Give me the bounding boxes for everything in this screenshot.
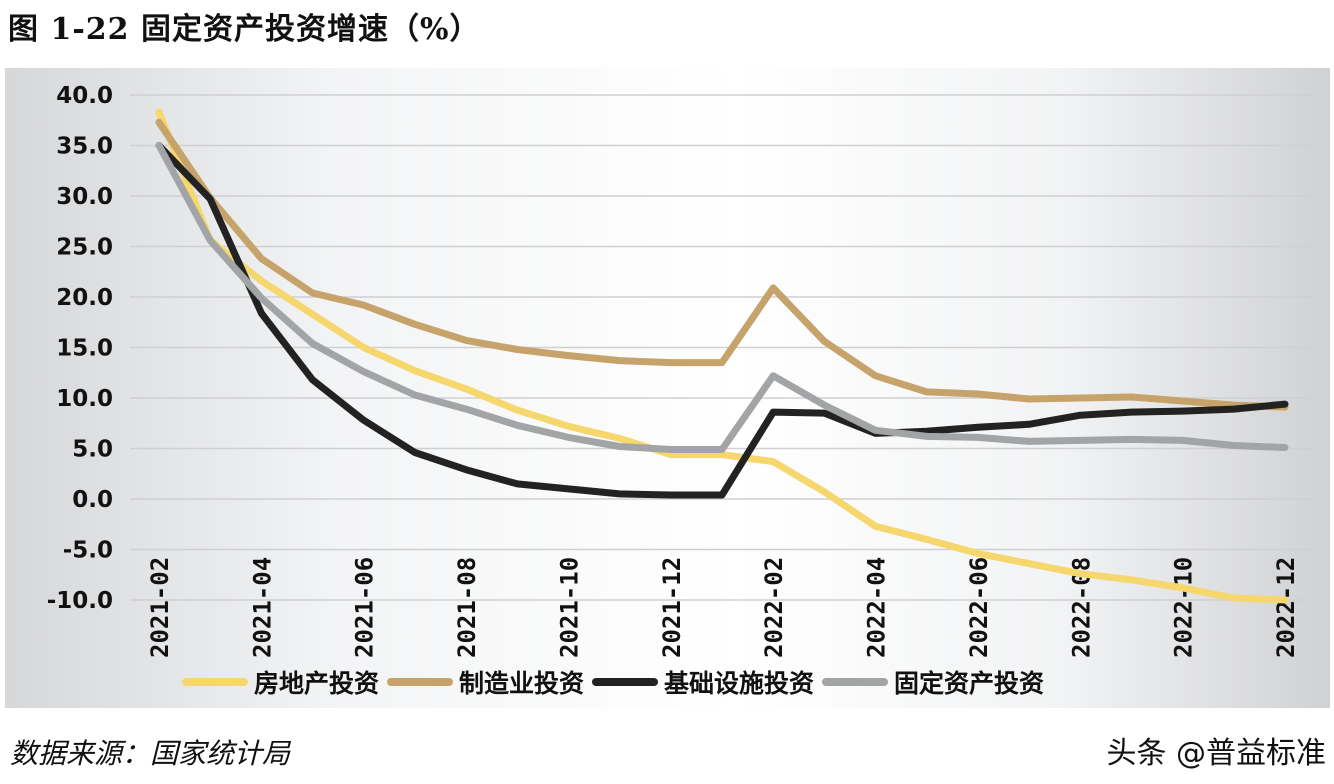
y-tick-label: 5.0 (72, 437, 113, 463)
y-tick-label: -5.0 (63, 538, 113, 564)
x-tick-label: 2021-06 (351, 557, 379, 658)
y-tick-label: 20.0 (56, 285, 113, 311)
y-tick-label: 0.0 (72, 487, 113, 513)
y-tick-label: 30.0 (56, 184, 113, 210)
x-tick-label: 2022-06 (965, 557, 993, 658)
legend-item-real-estate: 房地产投资 (182, 664, 379, 700)
watermark: 头条 @普益标准 (1106, 736, 1326, 771)
legend-label: 基础设施投资 (664, 669, 815, 698)
series-line-房地产投资 (155, 108, 1289, 604)
y-tick-label: 15.0 (56, 336, 113, 362)
legend-item-fixed-asset: 固定资产投资 (822, 664, 1044, 700)
legend-label: 制造业投资 (459, 669, 585, 698)
x-tick-label: 2022-02 (760, 557, 788, 658)
legend-swatch-fixed-asset (822, 678, 889, 686)
series-line-固定资产投资 (155, 142, 1289, 453)
legend-item-infrastructure: 基础设施投资 (592, 664, 814, 700)
x-tick-label: 2021-08 (453, 557, 481, 658)
legend-label: 固定资产投资 (894, 669, 1045, 698)
x-tick-label: 2022-10 (1170, 557, 1198, 658)
legend-swatch-real-estate (182, 678, 248, 686)
chart-legend: 房地产投资 制造业投资 基础设施投资 固定资产投资 (182, 664, 1052, 700)
y-tick-label: 35.0 (56, 134, 113, 160)
series-line-基础设施投资 (155, 142, 1289, 499)
legend-item-manufacturing: 制造业投资 (387, 664, 584, 700)
x-tick-label: 2021-04 (248, 557, 276, 658)
y-tick-label: 40.0 (56, 83, 113, 109)
data-source-note: 数据来源：国家统计局 (10, 737, 291, 770)
x-tick-label: 2021-02 (146, 557, 174, 658)
x-tick-label: 2022-04 (863, 557, 891, 658)
legend-label: 房地产投资 (254, 669, 380, 698)
x-tick-label: 2021-12 (658, 557, 686, 658)
y-tick-label: -10.0 (47, 588, 113, 614)
x-tick-label: 2021-10 (555, 557, 583, 658)
y-tick-label: 10.0 (56, 386, 113, 412)
chart-title: 图 1-22 固定资产投资增速（%） (8, 12, 481, 47)
legend-swatch-infrastructure (592, 678, 659, 686)
chart-panel (5, 68, 1330, 708)
legend-swatch-manufacturing (387, 678, 454, 686)
y-tick-label: 25.0 (56, 235, 113, 261)
series-line-制造业投资 (155, 118, 1289, 411)
x-tick-label: 2022-12 (1272, 557, 1300, 658)
